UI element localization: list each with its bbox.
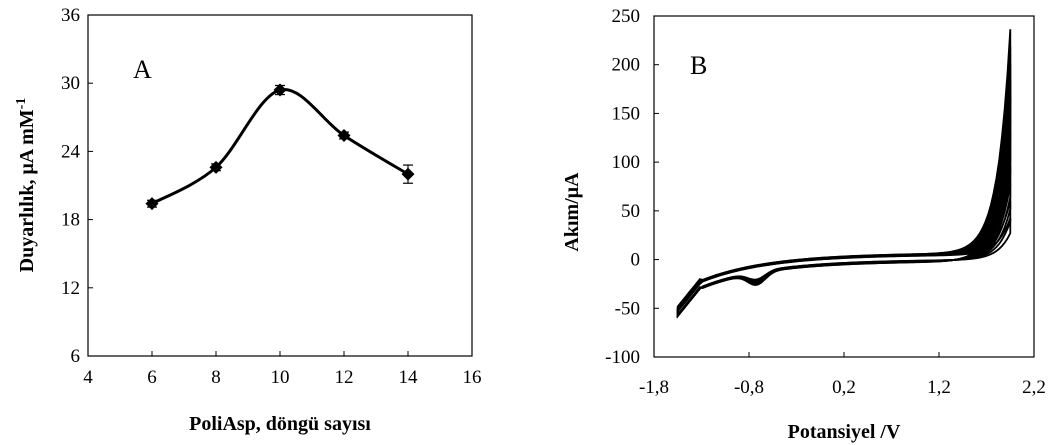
- chart-b-y-tick-label: -50: [615, 298, 640, 319]
- chart-b-x-tick-label: -0,8: [734, 377, 764, 398]
- chart-a-x-tick-label: 6: [147, 367, 157, 388]
- chart-b-x-tick-label: 0,2: [832, 377, 856, 398]
- chart-b-x-tick-label: 1,2: [927, 377, 951, 398]
- chart-a-x-tick-label: 12: [335, 367, 354, 388]
- chart-a-x-tick-label: 10: [271, 367, 290, 388]
- chart-a-y-tick-label: 6: [71, 346, 81, 367]
- chart-b-cycle-curve: [676, 29, 1012, 318]
- chart-a-data-point: [401, 167, 415, 181]
- chart-b-cycle-curve: [676, 63, 1012, 318]
- chart-b-cycle-curve: [676, 97, 1012, 318]
- chart-a-x-tick-label: 8: [211, 367, 221, 388]
- chart-a-series-line: [151, 88, 409, 206]
- chart-b-y-axis-title: Akım/μA: [561, 172, 583, 252]
- chart-a-y-tick-label: 36: [61, 5, 80, 26]
- chart-b-x-axis-title: Potansiyel /V: [788, 421, 901, 443]
- chart-b-y-tick-label: 150: [612, 103, 641, 124]
- chart-b-x-tick-label: 2,2: [1022, 377, 1046, 398]
- chart-a-panel-label: A: [133, 55, 152, 84]
- chart-b-y-tick-label: 100: [612, 152, 641, 173]
- chart-a-y-axis-title: Duyarlılık, μA mM-1: [14, 98, 38, 273]
- chart-b-x-tick-label: -1,8: [639, 377, 669, 398]
- chart-b-cycle-curve: [676, 46, 1012, 318]
- chart-a-y-tick-label: 18: [61, 210, 80, 231]
- chart-a-y-tick-label: 24: [61, 141, 81, 162]
- chart-b-y-tick-label: 250: [612, 6, 641, 27]
- chart-b-y-tick-label: 200: [612, 55, 641, 76]
- chart-a-x-tick-label: 14: [399, 367, 419, 388]
- chart-b-cycle-curve: [676, 217, 1012, 319]
- chart-b-cycle-curve: [676, 149, 1012, 319]
- chart-b-cycle-curve: [676, 166, 1012, 319]
- chart-a-data-point: [273, 83, 287, 97]
- chart-b-y-tick-label: 50: [621, 201, 640, 222]
- chart-a-y-axis-title-text: Duyarlılık, μA mM: [16, 109, 38, 272]
- chart-b: -100 -50 0 50 100 150 200 250 -1,8 -0,8 0,2 1,2 2,2…: [561, 6, 1046, 443]
- chart-b-y-tick-label: -100: [605, 347, 640, 368]
- chart-a-y-tick-label: 12: [61, 278, 80, 299]
- chart-b-panel-label: B: [690, 51, 707, 80]
- chart-a-data-point: [337, 128, 351, 142]
- chart-b-cycle-curve: [676, 115, 1012, 318]
- chart-a-data-point: [209, 160, 223, 174]
- chart-b-plot-area: [653, 15, 1035, 358]
- chart-a-y-axis-title-sup: -1: [14, 98, 29, 110]
- chart-a-data-point: [145, 197, 159, 211]
- chart-a-x-tick-label: 16: [463, 367, 482, 388]
- chart-a-x-axis-title: PoliAsp, döngü sayısı: [189, 413, 371, 435]
- chart-a-x-tick-label: 4: [83, 367, 93, 388]
- chart-a-y-tick-label: 30: [61, 73, 80, 94]
- chart-b-y-tick-label: 0: [631, 250, 641, 271]
- chart-b-cycle-curve: [676, 132, 1012, 318]
